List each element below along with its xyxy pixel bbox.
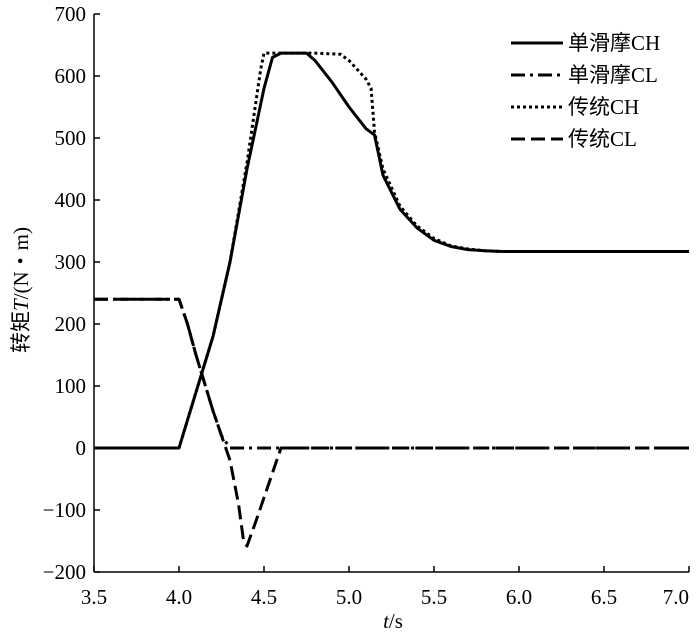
- y-tick-label: 300: [55, 250, 87, 274]
- x-tick-label: 7.0: [663, 585, 689, 609]
- legend-label-1: 单滑摩CH: [568, 31, 660, 55]
- series-line-4: [94, 297, 689, 548]
- x-tick-label: 5.5: [421, 585, 447, 609]
- axes: 3.5 4.0 4.5 5.0 5.5 6.0 6.5 7.0 700 600 500 400 300 2…: [43, 2, 690, 609]
- legend-label-3: 传统CH: [568, 95, 639, 119]
- x-axis-label: t/s: [383, 609, 403, 633]
- legend-label-4: 传统CL: [568, 127, 637, 151]
- series-line-3: [94, 51, 689, 450]
- y-axis-label: 转矩T/(N・m): [9, 227, 33, 353]
- x-tick-label: 3.5: [81, 585, 107, 609]
- plot-area: [94, 51, 689, 548]
- legend-label-2: 单滑摩CL: [568, 63, 658, 87]
- y-tick-label: 500: [55, 126, 87, 150]
- x-tick-label: 6.0: [506, 585, 532, 609]
- x-tick-label: 6.5: [591, 585, 617, 609]
- x-tick-label: 4.5: [251, 585, 277, 609]
- y-tick-label: −200: [43, 560, 86, 584]
- y-tick-label: 0: [76, 436, 87, 460]
- y-tick-label: 700: [55, 2, 87, 26]
- legend: 单滑摩CH 单滑摩CL 传统CH 传统CL: [511, 31, 660, 151]
- series-line-2: [94, 297, 689, 450]
- x-tick-label: 5.0: [336, 585, 362, 609]
- y-tick-label: 400: [55, 188, 87, 212]
- y-tick-label: 600: [55, 64, 87, 88]
- y-tick-label: 100: [55, 374, 87, 398]
- y-tick-label: −100: [43, 498, 86, 522]
- x-tick-label: 4.0: [166, 585, 192, 609]
- y-tick-label: 200: [55, 312, 87, 336]
